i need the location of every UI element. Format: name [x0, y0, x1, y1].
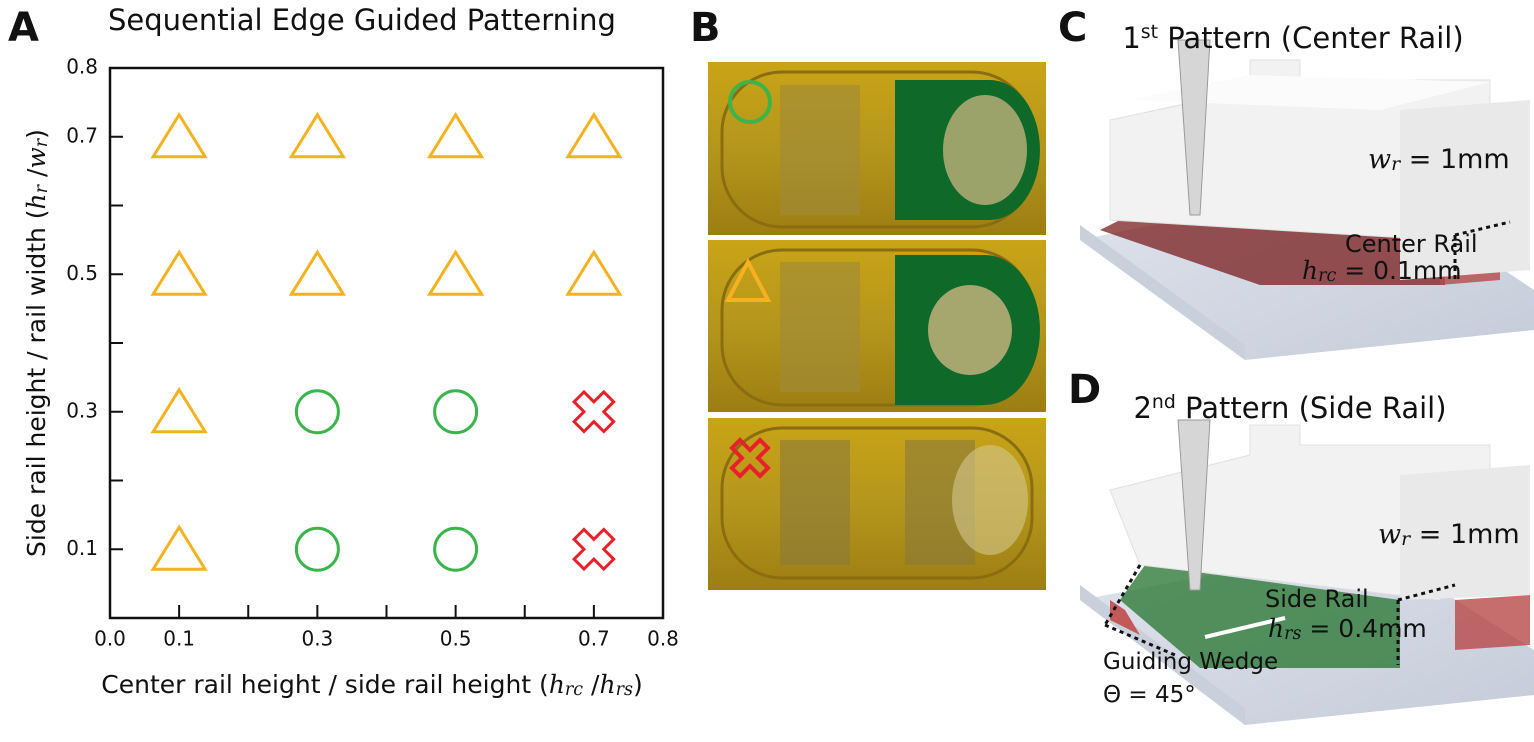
photo-panel — [708, 62, 1046, 590]
y-tick-label: 0.8 — [66, 55, 98, 79]
triangle-marker — [288, 111, 347, 159]
circle-marker — [294, 389, 340, 435]
text-part: = 1mm — [1400, 144, 1510, 175]
panel-text: 1st Pattern (Center Rail) — [1122, 21, 1463, 55]
circle-marker — [433, 389, 479, 435]
text-part: rs — [616, 680, 633, 700]
text-part: ) — [22, 129, 51, 139]
text-part: 2 — [1133, 391, 1151, 425]
triangle-marker — [565, 249, 623, 296]
circle-marker — [294, 526, 340, 572]
triangle-marker — [150, 111, 208, 159]
text-part: Pattern (Center Rail) — [1158, 21, 1464, 55]
triangle-marker — [150, 386, 208, 434]
text-part: Side Rail — [1265, 585, 1369, 613]
text-part: r — [1391, 153, 1401, 175]
panel-label: A — [8, 5, 39, 51]
x-tick-label: 0.7 — [578, 627, 610, 651]
text-part: ) — [633, 670, 643, 699]
panel-text: hrc = 0.1mm — [1302, 256, 1462, 287]
text-part: h — [1302, 256, 1318, 285]
text-part: / — [583, 670, 600, 699]
x-tick-label: 0.3 — [301, 627, 333, 651]
text-part: Side rail height / rail width ( — [22, 209, 51, 557]
text-part: h — [599, 670, 615, 699]
text-part: st — [1141, 22, 1158, 43]
text-part: Center Rail — [1345, 230, 1478, 258]
text-part: w — [1368, 144, 1391, 175]
text-part: r — [32, 183, 52, 193]
triangle-marker — [426, 249, 485, 296]
panel-text: 2nd Pattern (Side Rail) — [1133, 391, 1446, 425]
y-tick-label: 0.3 — [66, 398, 98, 422]
x-tick-label: 0.8 — [647, 627, 679, 651]
panel-label: B — [690, 5, 721, 51]
panel-label: D — [1068, 367, 1101, 413]
circle-marker — [433, 526, 479, 572]
y-tick-label: 0.7 — [66, 123, 98, 147]
text-part: h — [1268, 614, 1284, 643]
text-part: rc — [565, 680, 583, 700]
cross-marker — [571, 527, 616, 572]
text-part: w — [1378, 519, 1401, 550]
text-part: = 1mm — [1410, 519, 1520, 550]
text-part: = 0.1mm — [1336, 256, 1461, 285]
y-tick-label: 0.5 — [66, 261, 98, 285]
panel-label: C — [1058, 5, 1087, 51]
text-part: 1 — [1122, 21, 1140, 55]
x-tick-label: 0.1 — [163, 627, 195, 651]
panel-text: Guiding Wedge — [1103, 649, 1278, 675]
triangle-marker — [150, 524, 208, 571]
panel-text: hrs = 0.4mm — [1268, 614, 1427, 645]
text-part: h — [22, 193, 51, 209]
panel-text: Side Rail — [1265, 585, 1369, 613]
text-part: rs — [1284, 624, 1301, 644]
x-tick-label: 0.0 — [94, 627, 126, 651]
text-part: rc — [1318, 266, 1336, 286]
text-part: Θ = 45° — [1103, 682, 1196, 708]
text-part: r — [32, 137, 52, 147]
illustration-d — [1080, 419, 1534, 725]
panel-text: Θ = 45° — [1103, 682, 1196, 708]
x-axis-label: Center rail height / side rail height (h… — [101, 670, 642, 701]
triangle-marker — [150, 249, 208, 296]
cross-marker — [571, 389, 616, 434]
text-part: w — [22, 147, 51, 168]
panel-text: wr = 1mm — [1378, 519, 1520, 550]
text-part: r — [1401, 528, 1411, 550]
triangle-marker — [565, 111, 623, 159]
y-axis-label: Side rail height / rail width (hr /wr) — [22, 129, 53, 557]
plot-frame — [108, 66, 665, 620]
text-part: Pattern (Side Rail) — [1176, 391, 1447, 425]
illustration-c — [1080, 39, 1534, 360]
triangle-marker — [426, 111, 485, 159]
text-part: = 0.4mm — [1301, 614, 1426, 643]
triangle-marker — [288, 249, 347, 296]
y-tick-label: 0.1 — [66, 536, 98, 560]
panel-text: wr = 1mm — [1368, 144, 1510, 175]
text-part: h — [549, 670, 565, 699]
text-part: / — [22, 168, 51, 185]
text-part: Center rail height / side rail height ( — [101, 670, 549, 699]
text-part: Guiding Wedge — [1103, 649, 1278, 675]
panel-text: Center Rail — [1345, 230, 1478, 258]
x-tick-label: 0.5 — [440, 627, 472, 651]
text-part: nd — [1152, 392, 1176, 413]
chart-title: Sequential Edge Guided Patterning — [108, 3, 616, 37]
